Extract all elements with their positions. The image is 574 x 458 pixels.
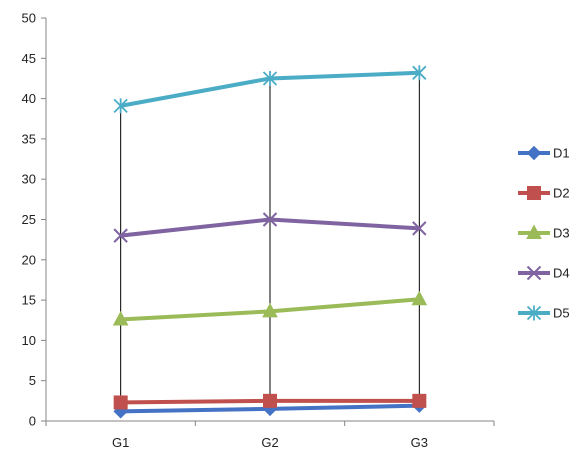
data-point-d3 [262,302,278,318]
legend-item-d4: D4 [518,266,570,281]
data-point-d5 [113,98,128,114]
legend-label: D3 [553,226,570,241]
high-low-lines [120,72,420,412]
data-point-d4-stroke [412,221,427,236]
y-tick-label: 15 [22,293,36,308]
y-tick-label: 25 [22,212,36,227]
data-point-d2 [412,393,427,408]
y-tick-label: 5 [29,373,36,388]
legend-item-d1: D1 [518,146,570,161]
legend-label: D2 [553,186,570,201]
legend-label: D1 [553,146,570,161]
legend-marker-stroke [526,265,542,281]
y-tick-label: 30 [22,172,36,187]
legend-marker [526,145,542,161]
data-point-d4-stroke [113,228,128,243]
y-tick-label: 10 [22,333,36,348]
series-layer [112,65,428,419]
legend-item-d5: D5 [518,305,570,321]
y-tick-label: 50 [22,11,36,26]
chart-axes: 0 5 10 15 20 25 30 35 40 45 50 G1 G2 G3 [22,11,495,450]
data-point-d5 [262,70,278,86]
legend-marker [526,305,542,321]
data-point-d3 [112,310,129,326]
series-d4 [113,212,427,243]
data-point-d4 [113,228,128,243]
x-tick-label: G3 [411,435,428,450]
legend-item-d3: D3 [518,224,570,241]
x-tick-label: G2 [261,435,278,450]
x-tick-label: G1 [112,435,129,450]
y-tick-label: 20 [22,252,36,267]
legend-marker [526,265,542,281]
data-point-d4-stroke [262,212,278,227]
legend-marker [527,186,541,200]
series-d5 [113,65,427,114]
y-tick-label: 45 [22,51,36,66]
series-d2 [113,393,427,410]
y-tick-label: 35 [22,131,36,146]
data-point-d3 [411,290,428,306]
legend-label: D4 [553,266,570,281]
y-tick-label: 0 [29,414,36,429]
legend-label: D5 [553,306,570,321]
y-tick-label: 40 [22,91,36,106]
data-point-d2 [263,393,277,408]
data-point-d4 [412,221,427,236]
chart-legend: D1 D2 D3 D4 D5 [518,146,570,321]
legend-marker [526,224,542,239]
legend-item-d2: D2 [518,186,570,201]
data-point-d2 [113,395,128,410]
data-point-d4 [262,212,278,227]
series-d3 [112,290,428,326]
data-point-d5 [412,65,427,81]
